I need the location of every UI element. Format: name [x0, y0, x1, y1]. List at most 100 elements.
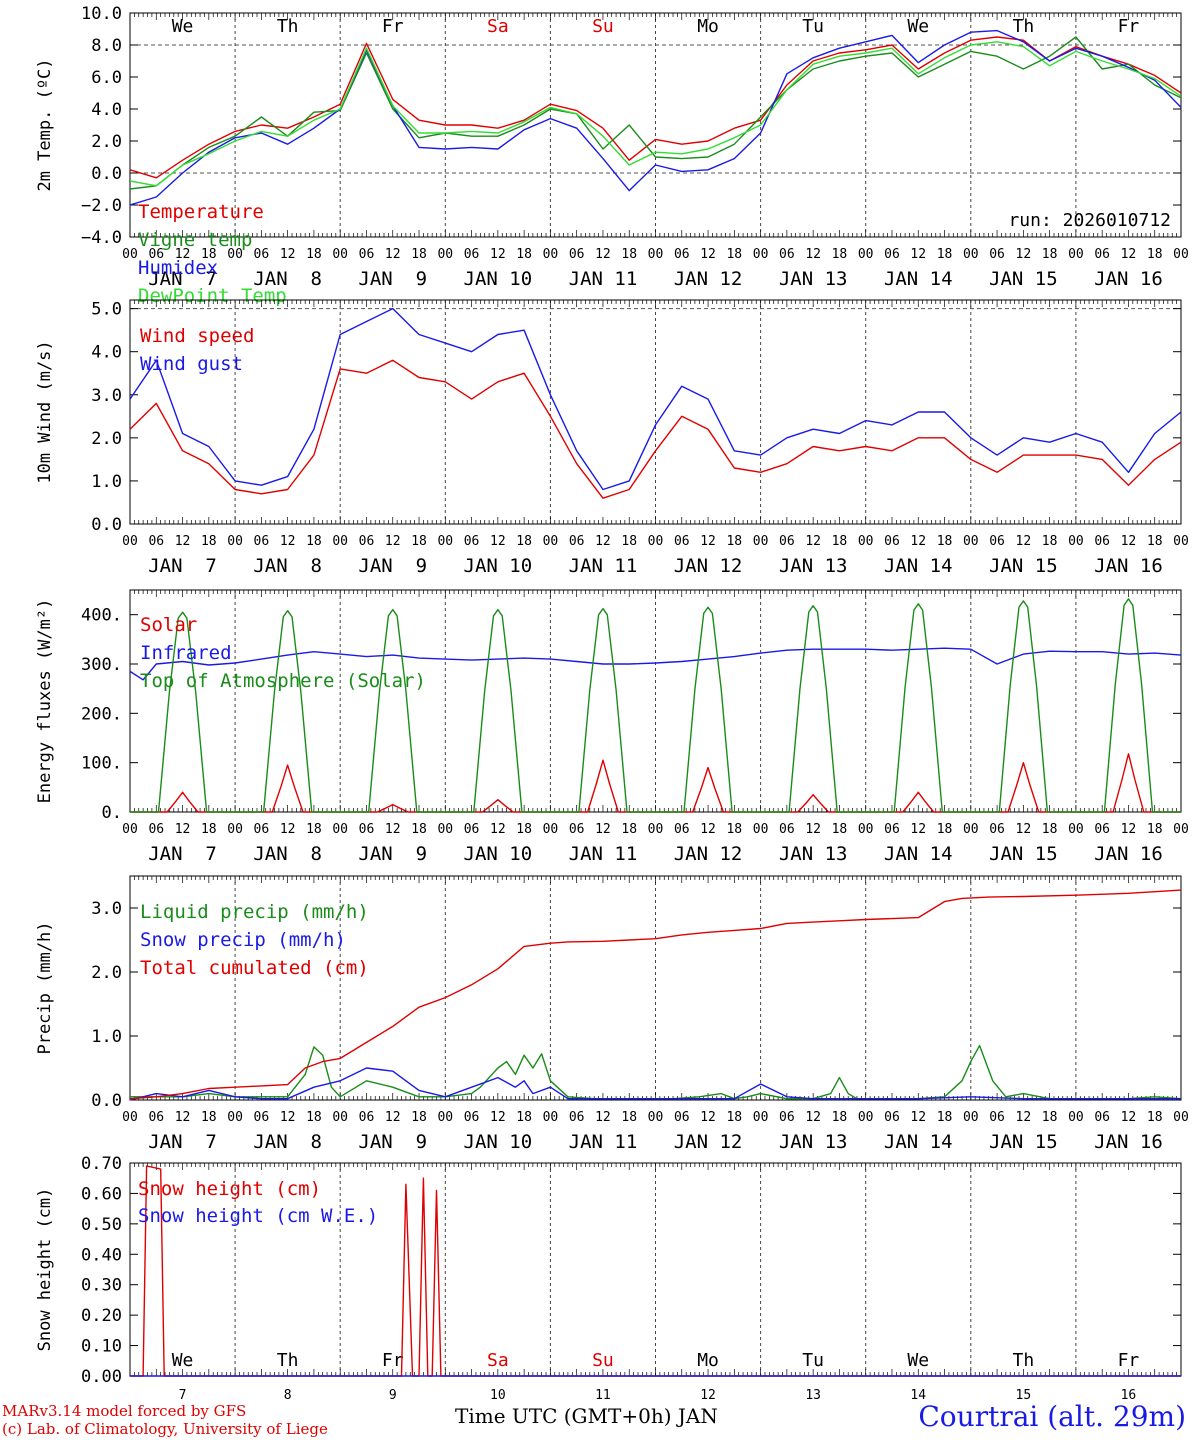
weekday-label: Mo	[697, 16, 719, 37]
hour-tick-label: 06	[569, 1110, 585, 1125]
day-number-label: 7	[179, 1388, 187, 1403]
hour-tick-label: 00	[437, 822, 453, 837]
hour-tick-label: 18	[306, 1110, 322, 1125]
hour-tick-label: 18	[937, 1110, 953, 1125]
weekday-label: We	[172, 16, 194, 37]
hour-tick-label: 06	[779, 534, 795, 549]
y-tick-label: 8.0	[91, 36, 122, 56]
run-label: run: 2026010712	[1008, 210, 1171, 231]
hour-tick-label: 18	[306, 247, 322, 262]
series-line-dewpoint-temp	[130, 41, 1181, 187]
hour-tick-label: 18	[1042, 534, 1058, 549]
hour-tick-label: 00	[1173, 534, 1189, 549]
chart-panel-flux: 0. 100. 200. 300. 400. Energy fluxes (W/m²) 00…	[35, 589, 1189, 865]
day-number-label: 14	[910, 1388, 926, 1403]
hour-tick-label: 00	[122, 1110, 138, 1125]
hour-tick-label: 06	[254, 534, 270, 549]
model-credit: MARv3.14 model forced by GFS (c) Lab. of…	[2, 1402, 328, 1438]
hour-tick-label: 00	[1173, 1110, 1189, 1125]
weekday-label: Tu	[802, 16, 824, 37]
hour-tick-label: 12	[1016, 247, 1032, 262]
hour-tick-label: 12	[1121, 1110, 1137, 1125]
hour-tick-label: 00	[648, 534, 664, 549]
hour-tick-label: 00	[753, 534, 769, 549]
hour-tick-label: 00	[332, 1110, 348, 1125]
hour-tick-label: 06	[148, 1110, 164, 1125]
hour-tick-label: 18	[621, 534, 637, 549]
hour-tick-label: 18	[726, 247, 742, 262]
hour-tick-label: 06	[779, 247, 795, 262]
legend-entry: Wind gust	[140, 353, 243, 375]
hour-tick-label: 12	[910, 822, 926, 837]
hour-tick-label: 00	[227, 822, 243, 837]
hour-tick-label: 00	[332, 247, 348, 262]
hour-tick-label: 18	[937, 822, 953, 837]
date-label: JAN 13	[779, 268, 848, 290]
hour-tick-label: 00	[122, 247, 138, 262]
y-tick-label: 2.0	[91, 132, 122, 152]
date-label: JAN 13	[779, 1131, 848, 1153]
weekday-label: Th	[1013, 16, 1035, 37]
hour-tick-label: 06	[1094, 247, 1110, 262]
hour-tick-label: 00	[437, 247, 453, 262]
y-tick-label: 0.20	[81, 1306, 122, 1326]
day-number-label: 15	[1016, 1388, 1032, 1403]
legend-entry: Top of Atmosphere (Solar)	[140, 670, 426, 692]
date-label: JAN 11	[569, 268, 638, 290]
day-number-label: 8	[284, 1388, 292, 1403]
weekday-label: Fr	[382, 1350, 404, 1371]
hour-tick-label: 00	[858, 534, 874, 549]
hour-tick-label: 12	[385, 822, 401, 837]
hour-tick-label: 00	[543, 1110, 559, 1125]
hour-tick-label: 06	[1094, 534, 1110, 549]
y-tick-label: 3.0	[91, 386, 122, 406]
date-label: JAN 13	[779, 843, 848, 865]
hour-tick-label: 00	[753, 1110, 769, 1125]
hour-tick-label: 00	[963, 534, 979, 549]
series-line-wind-speed	[130, 359, 1181, 499]
hour-tick-label: 00	[1068, 822, 1084, 837]
hour-tick-label: 18	[306, 534, 322, 549]
hour-tick-label: 12	[280, 1110, 296, 1125]
y-tick-label: 0.30	[81, 1276, 122, 1296]
hour-tick-label: 12	[805, 1110, 821, 1125]
y-tick-label: 5.0	[91, 300, 122, 320]
weekday-label: We	[907, 1350, 929, 1371]
hour-tick-label: 06	[884, 1110, 900, 1125]
weekday-label: Su	[592, 16, 614, 37]
hour-tick-label: 06	[1094, 1110, 1110, 1125]
hour-tick-label: 18	[306, 822, 322, 837]
hour-tick-label: 06	[464, 822, 480, 837]
y-tick-label: 400.	[81, 606, 122, 626]
date-label: JAN 14	[884, 555, 953, 577]
series-line-vigne-temp	[130, 36, 1181, 190]
weekday-label: Tu	[802, 1350, 824, 1371]
weekday-label: We	[907, 16, 929, 37]
date-label: JAN 16	[1094, 1131, 1163, 1153]
hour-tick-label: 12	[1016, 822, 1032, 837]
hour-tick-label: 12	[280, 822, 296, 837]
hour-tick-label: 12	[700, 534, 716, 549]
weekday-label: Th	[277, 16, 299, 37]
y-tick-label: 4.0	[91, 100, 122, 120]
hour-tick-label: 00	[963, 247, 979, 262]
legend-entry: Snow height (cm W.E.)	[138, 1205, 378, 1227]
hour-tick-label: 00	[543, 247, 559, 262]
y-tick-label: 200.	[81, 704, 122, 724]
y-tick-label: 0.	[102, 803, 122, 823]
hour-tick-label: 18	[1042, 247, 1058, 262]
y-axis-title: Snow height (cm)	[35, 1188, 55, 1352]
day-number-label: 10	[490, 1388, 506, 1403]
chart-panel-wind: 0.0 1.0 2.0 3.0 4.0 5.0 10m Wind (m/s) 00 06 12 18…	[35, 299, 1189, 577]
hour-tick-label: 00	[332, 534, 348, 549]
hour-tick-label: 12	[700, 822, 716, 837]
hour-tick-label: 18	[726, 822, 742, 837]
date-label: JAN 14	[884, 268, 953, 290]
hour-tick-label: 18	[516, 534, 532, 549]
series-group	[130, 29, 1181, 206]
legend-entry: Snow precip (mm/h)	[140, 929, 346, 951]
y-tick-label: 0.00	[81, 1367, 122, 1387]
y-axis-title: 10m Wind (m/s)	[35, 340, 55, 483]
time-axis-label: Time UTC (GMT+0h) JAN	[455, 1404, 718, 1428]
